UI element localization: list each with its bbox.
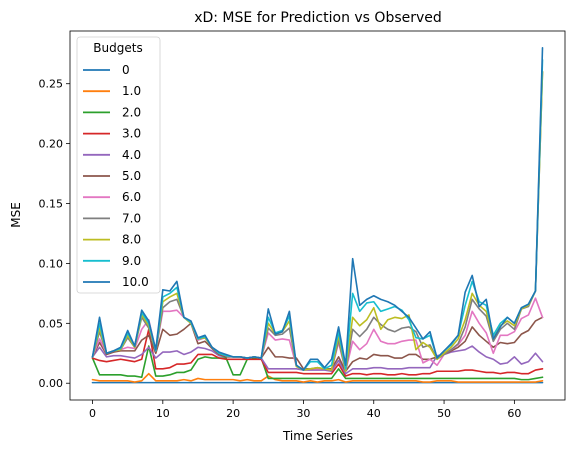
y-axis: 0.00 0.05 0.10 0.15 0.20 0.25 <box>39 78 70 390</box>
legend-label-7: 7.0 <box>122 211 141 225</box>
legend-box <box>76 36 161 294</box>
series-line-8 <box>91 70 544 373</box>
x-tick-label-1: 10 <box>156 407 170 420</box>
legend-label-0: 0 <box>122 63 130 77</box>
legend-title: Budgets <box>93 41 142 55</box>
series-line-2 <box>91 345 544 381</box>
y-tick-label-3: 0.15 <box>39 198 64 211</box>
legend-label-10: 10.0 <box>122 275 149 289</box>
x-tick-label-4: 40 <box>367 407 381 420</box>
x-tick-label-6: 60 <box>507 407 521 420</box>
legend: Budgets 0 1.0 2.0 3.0 4.0 5.0 6.0 7.0 8.0 9.0 10.0 <box>76 36 161 294</box>
y-tick-label-5: 0.25 <box>39 78 64 91</box>
series-line-10 <box>91 46 544 371</box>
y-tick-label-0: 0.00 <box>39 377 64 390</box>
plot-frame <box>69 30 566 401</box>
chart-title: xD: MSE for Prediction vs Observed <box>194 10 442 26</box>
legend-label-3: 3.0 <box>122 127 141 141</box>
series-line-4 <box>91 345 544 375</box>
series-line-9 <box>91 58 544 371</box>
series-line-6 <box>91 297 544 373</box>
series-line-1 <box>91 372 544 383</box>
series-lines <box>91 46 544 384</box>
y-axis-label: MSE <box>9 202 23 228</box>
legend-label-5: 5.0 <box>122 169 141 183</box>
x-axis: 0 10 20 30 40 50 60 <box>89 400 521 420</box>
x-tick-label-2: 20 <box>226 407 240 420</box>
y-tick-label-2: 0.10 <box>39 257 64 270</box>
series-line-3 <box>91 328 544 377</box>
x-axis-label: Time Series <box>282 429 353 443</box>
x-tick-label-0: 0 <box>89 407 96 420</box>
legend-label-9: 9.0 <box>122 254 141 268</box>
y-tick-label-4: 0.20 <box>39 138 64 151</box>
x-tick-label-3: 30 <box>296 407 310 420</box>
legend-label-6: 6.0 <box>122 190 141 204</box>
legend-label-8: 8.0 <box>122 233 141 247</box>
legend-label-1: 1.0 <box>122 84 141 98</box>
legend-label-4: 4.0 <box>122 148 141 162</box>
x-tick-label-5: 50 <box>437 407 451 420</box>
legend-label-2: 2.0 <box>122 105 141 119</box>
legend-items: 0 1.0 2.0 3.0 4.0 5.0 6.0 7.0 8.0 9.0 10.0 <box>83 63 149 289</box>
y-tick-label-1: 0.05 <box>39 317 64 330</box>
